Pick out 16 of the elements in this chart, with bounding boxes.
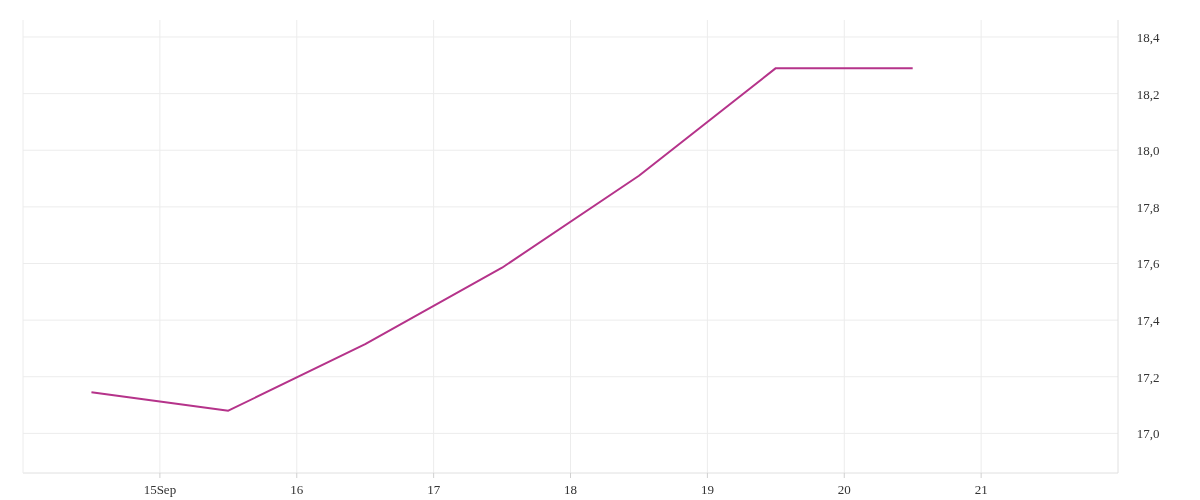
- y-tick-label: 17,4: [1136, 313, 1160, 329]
- y-tick-label: 17,2: [1136, 369, 1160, 385]
- y-tick-label: 18,2: [1136, 86, 1160, 102]
- y-tick-label: 17,0: [1136, 426, 1160, 442]
- y-tick-label: 17,8: [1136, 199, 1160, 215]
- line-series: [90, 67, 914, 412]
- x-tick-label: 16: [290, 482, 304, 497]
- x-tick-label: 19: [700, 482, 714, 497]
- x-tick-label: 15Sep: [143, 482, 177, 497]
- x-tick-label: 17: [427, 482, 441, 497]
- x-tick-label: 21: [974, 482, 988, 497]
- y-tick-label: 18,4: [1136, 29, 1160, 45]
- y-tick-label: 17,6: [1136, 256, 1160, 272]
- x-tick-label: 20: [837, 482, 851, 497]
- x-tick-label: 18: [564, 482, 577, 497]
- y-tick-label: 18,0: [1136, 143, 1160, 159]
